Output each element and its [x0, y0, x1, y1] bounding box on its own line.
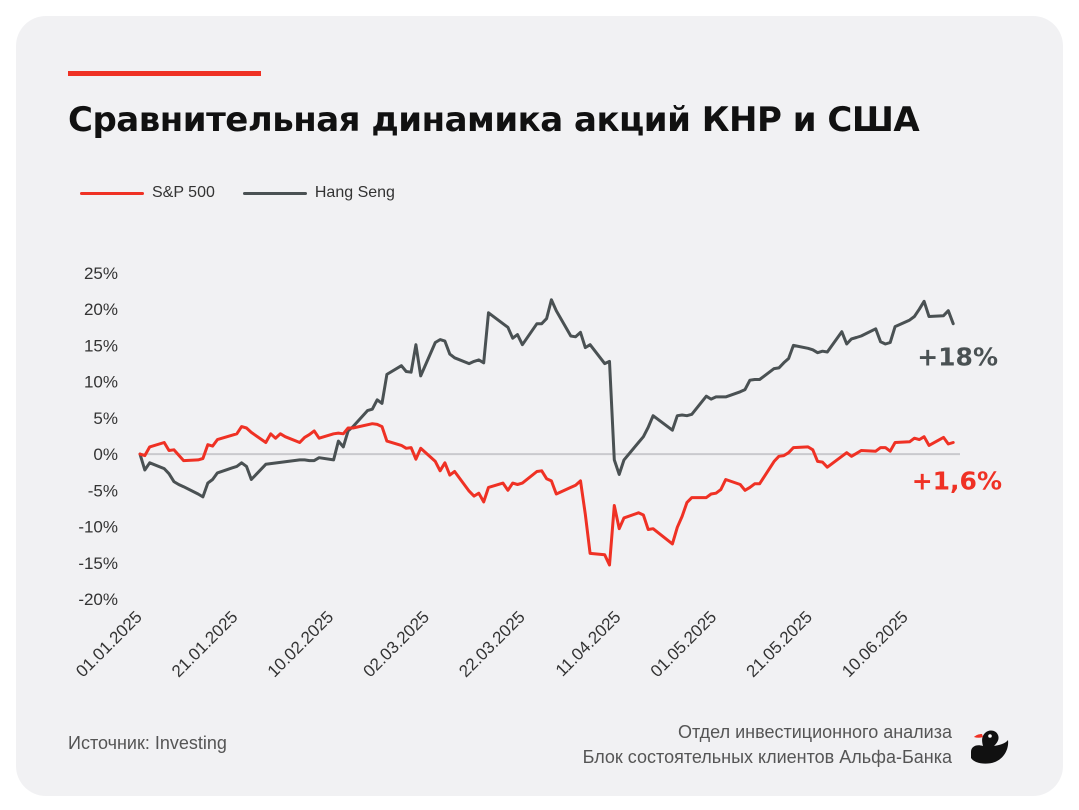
department-line-1: Отдел инвестиционного анализа: [678, 722, 952, 742]
legend-label-sp500: S&P 500: [152, 184, 215, 201]
end-label-hang-seng: +18%: [917, 343, 998, 372]
x-tick-label: 21.05.2025: [742, 607, 816, 681]
x-tick-label: 11.04.2025: [552, 607, 625, 680]
y-tick-label: -15%: [78, 554, 118, 573]
department-credit: Отдел инвестиционного анализа Блок состо…: [583, 720, 952, 770]
accent-bar: [68, 71, 261, 76]
y-tick-label: 25%: [84, 264, 118, 283]
x-tick-label: 22.03.2025: [455, 607, 529, 681]
x-tick-label: 10.02.2025: [264, 607, 338, 681]
chart-card: [16, 16, 1063, 796]
y-tick-label: -20%: [78, 590, 118, 609]
y-tick-label: 15%: [84, 336, 118, 355]
legend-label-hang-seng: Hang Seng: [314, 184, 395, 201]
y-tick-label: 0%: [93, 445, 118, 464]
department-line-2: Блок состоятельных клиентов Альфа-Банка: [582, 747, 952, 767]
x-tick-label: 01.05.2025: [647, 607, 721, 681]
y-tick-label: -5%: [88, 481, 118, 500]
x-tick-label: 10.06.2025: [838, 607, 912, 681]
source-note: Источник: Investing: [68, 733, 227, 753]
duck-icon: [971, 730, 1009, 764]
series-line-sp500: [138, 422, 955, 567]
legend-item-hang-seng: Hang Seng: [242, 184, 395, 202]
legend-swatch-sp500: [80, 191, 144, 195]
legend: S&P 500 Hang Seng: [80, 184, 395, 202]
series-line-hang-seng: [138, 298, 955, 499]
x-tick-label: 01.01.2025: [72, 607, 146, 681]
x-tick-label: 21.01.2025: [168, 607, 242, 681]
legend-swatch-hang-seng: [242, 191, 307, 195]
y-tick-label: 10%: [84, 373, 118, 392]
y-tick-label: 5%: [93, 409, 118, 428]
y-tick-label: -10%: [78, 518, 118, 537]
page-title: Сравнительная динамика акций КНР и США: [68, 100, 920, 140]
y-tick-label: 20%: [84, 300, 118, 319]
end-label-sp500: +1,6%: [912, 467, 1002, 496]
x-tick-label: 02.03.2025: [359, 607, 433, 681]
legend-item-sp500: S&P 500: [80, 184, 215, 202]
